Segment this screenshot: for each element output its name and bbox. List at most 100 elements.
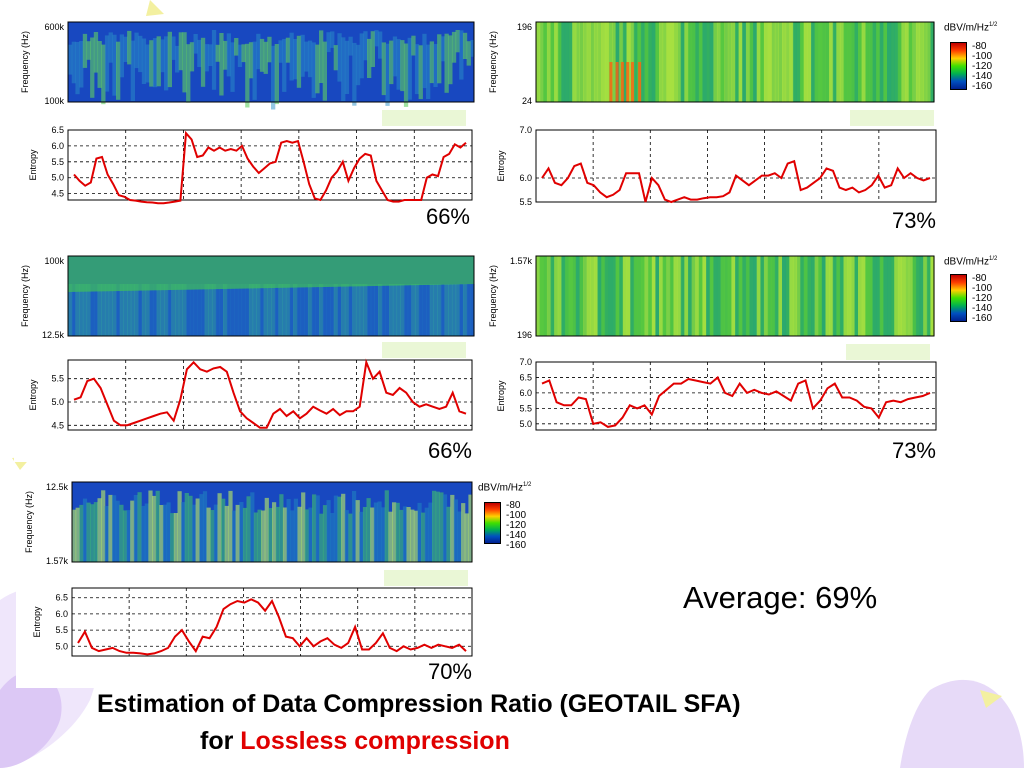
colorbar-2: dBV/m/Hz1/2 -80 -100 -120 -140 -160	[944, 256, 1004, 336]
entropy-tick-label: 5.5	[55, 625, 68, 635]
entropy-plot-frame	[67, 129, 473, 201]
entropy-plot-frame	[71, 587, 473, 657]
entropy-tick-label: 5.5	[519, 403, 532, 413]
colorbar-tick: -100	[506, 510, 527, 521]
spectrogram	[535, 21, 935, 103]
entropy-axis-label: Entropy	[28, 149, 38, 181]
entropy-tick-label: 6.0	[519, 388, 532, 398]
entropy-axis-label: Entropy	[32, 606, 42, 638]
entropy-plot-frame	[535, 361, 937, 431]
entropy-tick-label: 4.5	[51, 420, 64, 430]
subtitle-highlight: Lossless compression	[240, 727, 510, 755]
colorbar-tick: -160	[972, 313, 993, 324]
colorbar-gradient	[484, 502, 501, 544]
panel-1-graphics: 600k 100k Frequency (Hz) 6.5 6.0 5.5 5.0 4.5 Ent…	[20, 21, 475, 205]
compression-ratio: 73%	[891, 438, 936, 463]
highlight-band	[846, 344, 930, 360]
colorbar-1: dBV/m/Hz1/2 -80 -100 -120 -140 -160	[944, 22, 1004, 102]
colorbar-tick: -140	[506, 530, 527, 541]
colorbar-gradient	[950, 42, 967, 90]
freq-bottom-label: 24	[522, 96, 532, 106]
colorbar-tick: -100	[972, 51, 993, 62]
entropy-tick-label: 6.0	[55, 609, 68, 619]
freq-bottom-label: 1.57k	[46, 556, 69, 566]
spectrogram	[67, 21, 475, 110]
panel-3: 100k 12.5k Frequency (Hz) 5.5 5.0 4.5 Entropy …	[14, 250, 476, 463]
compression-ratio: 66%	[427, 438, 472, 463]
compression-ratio: 66%	[425, 204, 470, 229]
entropy-plot-frame	[67, 359, 473, 431]
colorbar-title: dBV/m/Hz1/2	[944, 256, 998, 268]
spectrogram	[71, 481, 473, 563]
entropy-axis-label: Entropy	[496, 150, 506, 182]
entropy-tick-label: 6.5	[51, 125, 64, 135]
frequency-axis-label: Frequency (Hz)	[20, 265, 30, 327]
panel-2: 196 24 Frequency (Hz) 7.0 6.0 5.5 Entropy 73%	[486, 16, 1016, 236]
colorbar-title: dBV/m/Hz1/2	[944, 22, 998, 34]
entropy-tick-label: 6.0	[519, 173, 532, 183]
entropy-tick-label: 5.0	[55, 641, 68, 651]
spectrogram	[67, 255, 475, 337]
entropy-tick-label: 6.5	[55, 593, 68, 603]
frequency-axis-label: Frequency (Hz)	[488, 265, 498, 327]
entropy-tick-label: 5.0	[519, 419, 532, 429]
highlight-band	[382, 342, 466, 358]
slide-subtitle: for Lossless compression	[200, 727, 510, 756]
compression-ratio: 73%	[891, 208, 936, 233]
colorbar-tick: -80	[972, 273, 987, 284]
freq-top-label: 600k	[44, 22, 64, 32]
entropy-tick-label: 5.0	[51, 173, 64, 183]
highlight-band	[384, 570, 468, 586]
entropy-tick-label: 4.5	[51, 189, 64, 199]
freq-bottom-label: 196	[517, 330, 532, 340]
entropy-tick-label: 5.5	[519, 197, 532, 207]
panel-5: 12.5k 1.57k Frequency (Hz) 6.5 6.0 5.5 5.0 Entr…	[16, 476, 478, 688]
colorbar-tick: -120	[972, 293, 993, 304]
panel-4: 1.57k 196 Frequency (Hz) 7.0 6.5 6.0 5.5 5.0 Ent…	[486, 250, 1016, 464]
freq-top-label: 1.57k	[510, 256, 533, 266]
subtitle-prefix: for	[200, 727, 241, 755]
entropy-tick-label: 7.0	[519, 357, 532, 367]
colorbar-tick: -100	[972, 283, 993, 294]
colorbar-tick: -120	[972, 61, 993, 72]
freq-top-label: 100k	[44, 256, 64, 266]
entropy-plot-frame	[535, 129, 937, 203]
colorbar-tick: -140	[972, 71, 993, 82]
highlight-band	[850, 110, 934, 126]
entropy-line	[541, 159, 931, 204]
panel-5-graphics: 12.5k 1.57k Frequency (Hz) 6.5 6.0 5.5 5.0 Entr…	[24, 481, 473, 657]
freq-top-label: 196	[517, 22, 532, 32]
colorbar-tick: -160	[506, 540, 527, 551]
frequency-axis-label: Frequency (Hz)	[20, 31, 30, 93]
panel-4-graphics: 1.57k 196 Frequency (Hz) 7.0 6.5 6.0 5.5 5.0 Ent…	[488, 255, 937, 431]
frequency-axis-label: Frequency (Hz)	[24, 491, 34, 553]
colorbar-tick: -160	[972, 81, 993, 92]
entropy-tick-label: 6.0	[51, 141, 64, 151]
frequency-axis-label: Frequency (Hz)	[488, 31, 498, 93]
colorbar-tick: -120	[506, 520, 527, 531]
slide-title: Estimation of Data Compression Ratio (GE…	[97, 690, 741, 718]
colorbar-tick: -80	[972, 41, 987, 52]
panel-1: 600k 100k Frequency (Hz) 6.5 6.0 5.5 5.0 4.5 Ent…	[14, 16, 476, 229]
colorbar-title: dBV/m/Hz1/2	[478, 482, 532, 494]
freq-top-label: 12.5k	[46, 482, 69, 492]
entropy-tick-label: 5.0	[51, 397, 64, 407]
freq-bottom-label: 12.5k	[42, 330, 65, 340]
entropy-line	[541, 375, 931, 428]
entropy-tick-label: 6.5	[519, 372, 532, 382]
colorbar-gradient	[950, 274, 967, 322]
entropy-line	[77, 598, 467, 656]
average-ratio: Average: 69%	[683, 580, 878, 615]
panel-3-graphics: 100k 12.5k Frequency (Hz) 5.5 5.0 4.5 Entropy	[20, 255, 475, 431]
colorbar-tick: -80	[506, 500, 521, 511]
entropy-tick-label: 5.5	[51, 157, 64, 167]
colorbar-tick: -140	[972, 303, 993, 314]
entropy-tick-label: 7.0	[519, 125, 532, 135]
compression-ratio: 70%	[427, 659, 472, 684]
entropy-tick-label: 5.5	[51, 374, 64, 384]
entropy-axis-label: Entropy	[496, 380, 506, 412]
panel-2-graphics: 196 24 Frequency (Hz) 7.0 6.0 5.5 Entropy	[488, 21, 937, 207]
entropy-line	[73, 358, 467, 429]
entropy-axis-label: Entropy	[28, 379, 38, 411]
highlight-band	[382, 110, 466, 126]
